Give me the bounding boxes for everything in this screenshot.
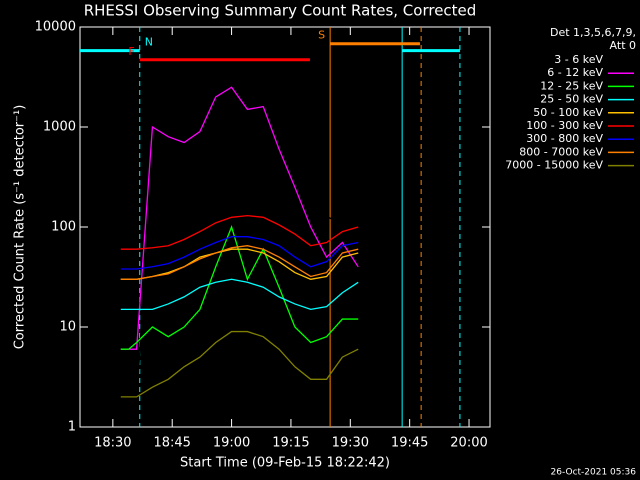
- legend-label: 50 - 100 keV: [533, 106, 603, 119]
- legend-title: Att 0: [610, 39, 636, 52]
- x-tick-label: 19:00: [213, 436, 250, 451]
- series-line: [120, 330, 359, 398]
- y-axis-label: Corrected Count Rate (s⁻¹ detector⁻¹): [13, 105, 28, 350]
- x-tick-label: 18:45: [153, 436, 190, 451]
- flag-label: S: [318, 29, 325, 42]
- x-tick-label: 19:30: [332, 436, 369, 451]
- series-line: [120, 108, 359, 411]
- legend-label: 800 - 7000 keV: [519, 145, 603, 158]
- legend-label: 100 - 300 keV: [526, 119, 603, 132]
- footer: 26-Oct-2021 05:36: [551, 468, 637, 478]
- y-tick-label: 1: [68, 420, 76, 435]
- x-tick-label: 20:00: [450, 436, 487, 451]
- legend-title: Det 1,3,5,6,7,9,: [550, 26, 636, 39]
- x-tick-label: 18:30: [94, 436, 131, 451]
- legend-label: 12 - 25 keV: [540, 79, 603, 92]
- legend-label: 3 - 6 keV: [554, 53, 603, 66]
- x-tick-label: 19:45: [391, 436, 428, 451]
- series-line: [120, 214, 359, 250]
- chart-title: RHESSI Observing Summary Count Rates, Co…: [84, 2, 477, 20]
- legend-label: 7000 - 15000 keV: [505, 159, 603, 172]
- series-line: [120, 86, 359, 350]
- x-tick-label: 19:15: [272, 436, 309, 451]
- y-tick-label: 100: [51, 220, 76, 235]
- flag-label: N: [145, 36, 153, 49]
- series-line: [120, 245, 359, 280]
- legend-label: 300 - 800 keV: [526, 132, 603, 145]
- plot-frame: [79, 26, 491, 428]
- x-axis-label: Start Time (09-Feb-15 18:22:42): [180, 456, 390, 471]
- series-line: [120, 236, 359, 270]
- y-tick-label: 1000: [43, 120, 76, 135]
- flag-label: F: [128, 45, 134, 58]
- series-line: [120, 278, 359, 311]
- legend-label: 25 - 50 keV: [540, 93, 603, 106]
- y-tick-label: 10: [59, 320, 76, 335]
- legend-label: 6 - 12 keV: [547, 66, 603, 79]
- y-tick-label: 10000: [35, 20, 76, 35]
- series-line: [120, 225, 359, 350]
